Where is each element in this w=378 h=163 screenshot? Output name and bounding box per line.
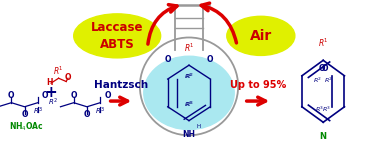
Text: O: O	[65, 73, 71, 82]
Text: O: O	[319, 64, 325, 73]
Text: O: O	[21, 110, 28, 119]
Text: $R^2$: $R^2$	[324, 75, 333, 84]
Ellipse shape	[144, 56, 234, 130]
Text: $R^3$: $R^3$	[184, 100, 193, 109]
Text: $R^3$: $R^3$	[322, 104, 331, 114]
Text: O: O	[104, 91, 111, 100]
Text: $R^2$: $R^2$	[313, 75, 322, 84]
Text: O: O	[8, 91, 15, 100]
Text: O: O	[321, 64, 328, 73]
Text: Laccase
ABTS: Laccase ABTS	[91, 21, 143, 51]
Text: $R^1$: $R^1$	[53, 65, 64, 77]
Text: O: O	[42, 91, 49, 100]
Text: $R^2$: $R^2$	[185, 72, 194, 81]
Ellipse shape	[74, 14, 161, 58]
Text: O: O	[165, 55, 172, 64]
Text: H: H	[46, 78, 53, 87]
Text: $R^3$: $R^3$	[95, 105, 105, 117]
Text: N: N	[320, 132, 327, 141]
Text: $R^3$: $R^3$	[185, 100, 194, 109]
Text: Up to 95%: Up to 95%	[230, 80, 286, 90]
Text: $R^3$: $R^3$	[315, 104, 324, 114]
Text: $R^3$: $R^3$	[33, 105, 43, 117]
Text: NH: NH	[183, 130, 195, 139]
Text: $R^1$: $R^1$	[184, 41, 194, 54]
Text: +: +	[45, 85, 57, 100]
Text: O: O	[206, 55, 213, 64]
Text: O: O	[84, 110, 90, 119]
Text: NH$_4$OAc: NH$_4$OAc	[9, 121, 44, 133]
Text: Air: Air	[250, 29, 272, 43]
Text: $R^1$: $R^1$	[318, 37, 328, 49]
Text: O: O	[70, 91, 77, 100]
Text: H: H	[197, 124, 201, 129]
Ellipse shape	[227, 16, 295, 55]
Text: $R^2$: $R^2$	[184, 72, 193, 81]
Text: Hantzsch: Hantzsch	[94, 80, 148, 90]
Text: $R^2$: $R^2$	[48, 96, 58, 108]
